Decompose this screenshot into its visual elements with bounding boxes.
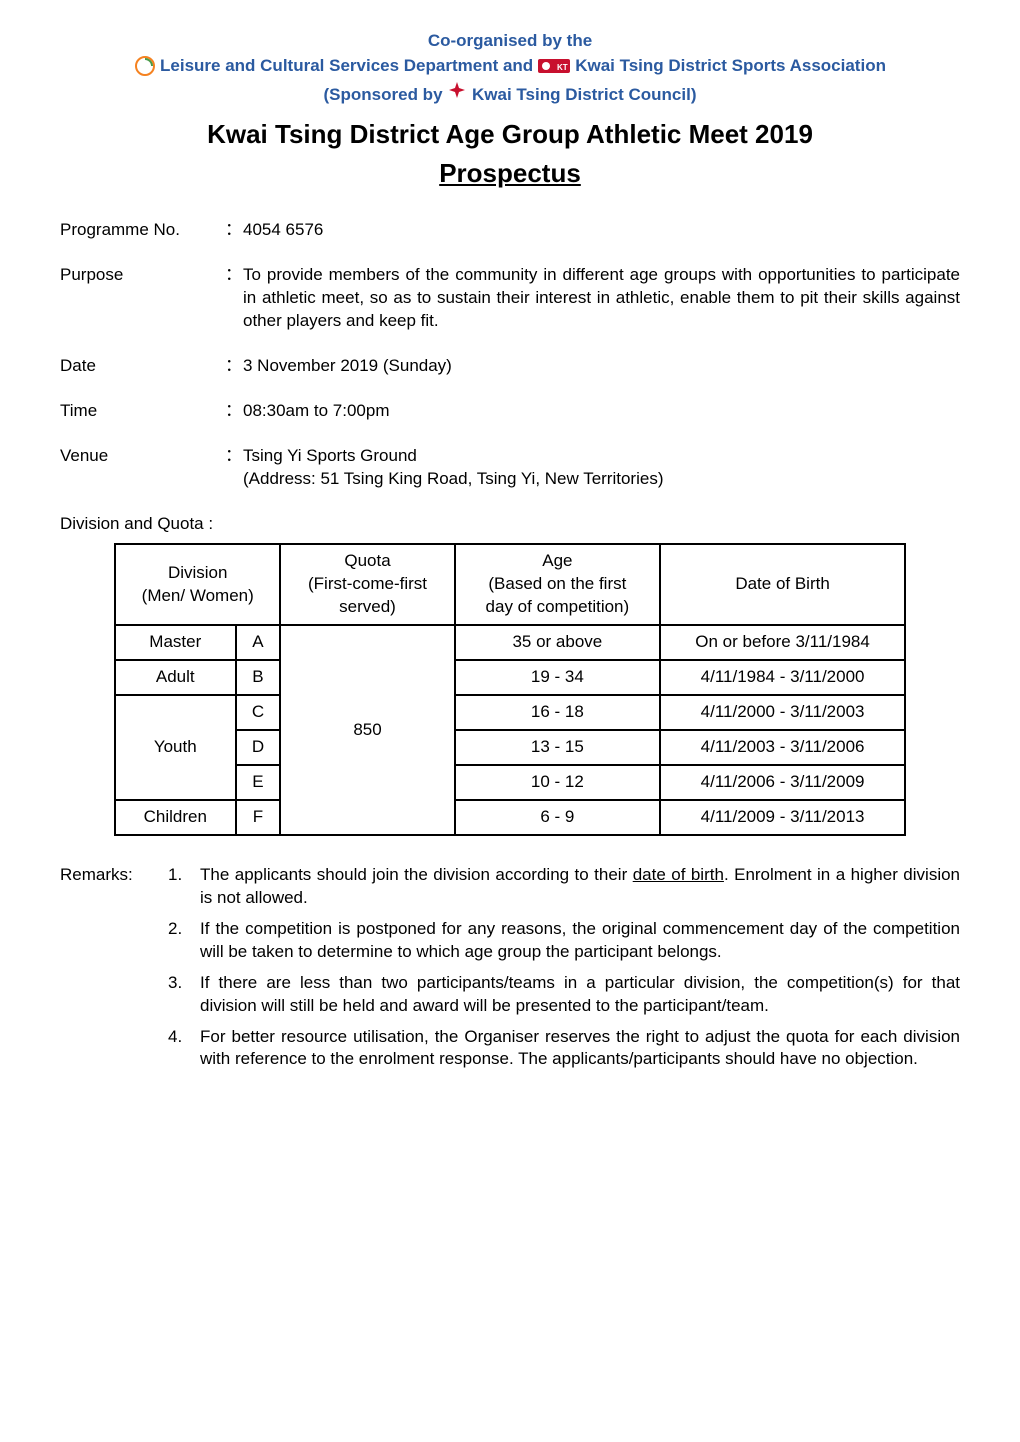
remark-num: 1. [168, 864, 200, 910]
cell-code: F [236, 800, 281, 835]
cell-dob: On or before 3/11/1984 [660, 625, 905, 660]
cell-division: Adult [115, 660, 236, 695]
field-date: Date ： 3 November 2019 (Sunday) [60, 355, 960, 378]
remark-text: If there are less than two participants/… [200, 972, 960, 1018]
time-value: 08:30am to 7:00pm [243, 400, 960, 423]
cell-age: 35 or above [455, 625, 661, 660]
programme-no-label: Programme No. [60, 219, 225, 242]
header-line2: Leisure and Cultural Services Department… [60, 55, 960, 78]
remark-text-underline: date of birth [633, 865, 724, 884]
cell-dob: 4/11/2006 - 3/11/2009 [660, 765, 905, 800]
cell-age: 16 - 18 [455, 695, 661, 730]
cell-code: B [236, 660, 281, 695]
remarks-label: Remarks: [60, 864, 168, 910]
time-label: Time [60, 400, 225, 423]
page-title: Kwai Tsing District Age Group Athletic M… [60, 117, 960, 152]
cell-code: C [236, 695, 281, 730]
remark-text: For better resource utilisation, the Org… [200, 1026, 960, 1072]
cell-division: Children [115, 800, 236, 835]
svg-text:KT: KT [557, 63, 568, 72]
cell-division: Youth [115, 695, 236, 800]
cell-age: 6 - 9 [455, 800, 661, 835]
header-line2-pre: Leisure and Cultural Services Department… [160, 55, 533, 78]
purpose-label: Purpose [60, 264, 225, 333]
remark-num: 2. [168, 918, 200, 964]
remark-item: 4. For better resource utilisation, the … [60, 1026, 960, 1072]
swirl-icon [134, 55, 156, 77]
venue-line1: Tsing Yi Sports Ground [243, 445, 960, 468]
field-colon: ： [225, 264, 243, 333]
field-time: Time ： 08:30am to 7:00pm [60, 400, 960, 423]
cell-code: E [236, 765, 281, 800]
remark-text: If the competition is postponed for any … [200, 918, 960, 964]
field-colon: ： [225, 400, 243, 423]
col-age: Age(Based on the firstday of competition… [455, 544, 661, 625]
header-line2-post: Kwai Tsing District Sports Association [575, 55, 886, 78]
emblem-icon: KT [537, 57, 571, 75]
header-line3-post: Kwai Tsing District Council) [472, 85, 696, 104]
table-row: Youth C 16 - 18 4/11/2000 - 3/11/2003 [115, 695, 905, 730]
venue-line2: (Address: 51 Tsing King Road, Tsing Yi, … [243, 468, 960, 491]
cell-code: D [236, 730, 281, 765]
cell-dob: 4/11/1984 - 3/11/2000 [660, 660, 905, 695]
header-line3-pre: (Sponsored by [324, 85, 443, 104]
table-header-row: Division(Men/ Women) Quota(First-come-fi… [115, 544, 905, 625]
programme-no-value: 4054 6576 [243, 219, 960, 242]
date-label: Date [60, 355, 225, 378]
col-division: Division(Men/ Women) [115, 544, 280, 625]
remark-text: The applicants should join the division … [200, 864, 960, 910]
quota-table: Division(Men/ Women) Quota(First-come-fi… [114, 543, 906, 835]
remark-item: 2. If the competition is postponed for a… [60, 918, 960, 964]
remarks-label-spacer [60, 972, 168, 1018]
date-value: 3 November 2019 (Sunday) [243, 355, 960, 378]
cell-dob: 4/11/2000 - 3/11/2003 [660, 695, 905, 730]
header-line3: (Sponsored by Kwai Tsing District Counci… [60, 80, 960, 107]
remark-item: 3. If there are less than two participan… [60, 972, 960, 1018]
field-colon: ： [225, 445, 243, 491]
page-subtitle: Prospectus [60, 156, 960, 191]
field-colon: ： [225, 219, 243, 242]
table-row: Adult B 19 - 34 4/11/1984 - 3/11/2000 [115, 660, 905, 695]
cell-quota: 850 [280, 625, 454, 835]
cell-age: 19 - 34 [455, 660, 661, 695]
venue-value: Tsing Yi Sports Ground (Address: 51 Tsin… [243, 445, 960, 491]
table-row: Children F 6 - 9 4/11/2009 - 3/11/2013 [115, 800, 905, 835]
field-programme-no: Programme No. ： 4054 6576 [60, 219, 960, 242]
cell-age: 10 - 12 [455, 765, 661, 800]
field-colon: ： [225, 355, 243, 378]
purpose-value: To provide members of the community in d… [243, 264, 960, 333]
cell-dob: 4/11/2003 - 3/11/2006 [660, 730, 905, 765]
remarks-label-spacer [60, 918, 168, 964]
venue-label: Venue [60, 445, 225, 491]
col-dob: Date of Birth [660, 544, 905, 625]
cell-code: A [236, 625, 281, 660]
remark-num: 3. [168, 972, 200, 1018]
cell-dob: 4/11/2009 - 3/11/2013 [660, 800, 905, 835]
cell-age: 13 - 15 [455, 730, 661, 765]
table-row: Master A 850 35 or above On or before 3/… [115, 625, 905, 660]
field-purpose: Purpose ： To provide members of the comm… [60, 264, 960, 333]
remark-text-pre: The applicants should join the division … [200, 865, 633, 884]
remark-num: 4. [168, 1026, 200, 1072]
field-venue: Venue ： Tsing Yi Sports Ground (Address:… [60, 445, 960, 491]
col-quota: Quota(First-come-firstserved) [280, 544, 454, 625]
header-line1: Co-organised by the [60, 30, 960, 53]
remarks-label-spacer [60, 1026, 168, 1072]
remark-item: Remarks: 1. The applicants should join t… [60, 864, 960, 910]
quota-section-label: Division and Quota : [60, 513, 960, 536]
cell-division: Master [115, 625, 236, 660]
flower-icon [447, 80, 467, 100]
